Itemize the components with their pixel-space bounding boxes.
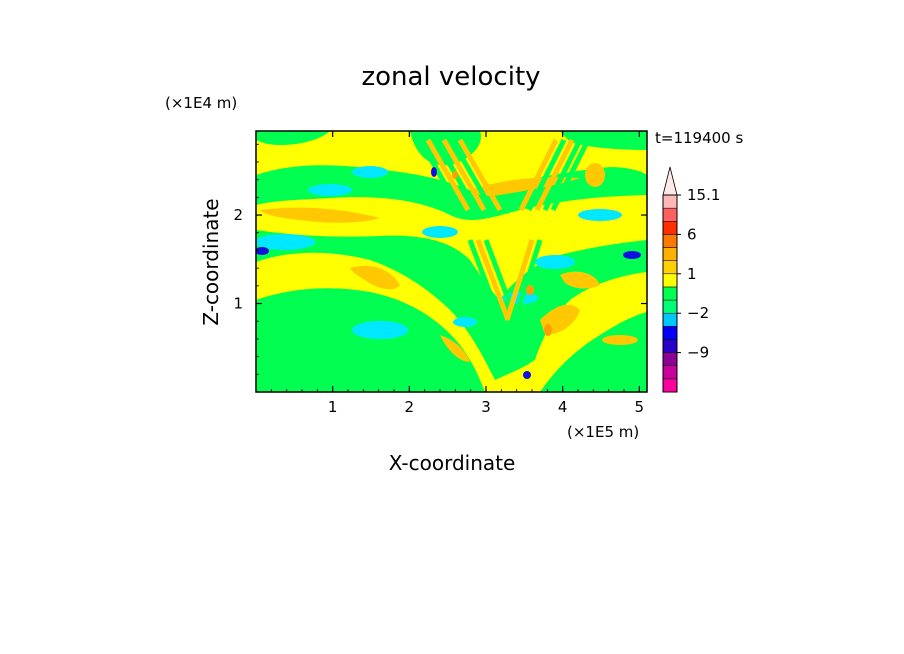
x-unit-label: (×1E5 m) <box>567 423 639 441</box>
x-tick-label: 1 <box>328 398 338 416</box>
colorbar-label: −9 <box>687 344 709 362</box>
x-tick-label: 2 <box>405 398 415 416</box>
field-region-orange <box>350 265 400 290</box>
colorbar-frame <box>662 194 678 393</box>
field-region-blue <box>623 251 641 259</box>
field-region-cyan <box>352 321 408 339</box>
colorbar-segment <box>662 378 678 393</box>
field-region-cyan <box>535 255 575 269</box>
plot-area <box>256 131 647 392</box>
field-region-cyan <box>453 317 477 327</box>
y-unit-label: (×1E4 m) <box>165 94 237 112</box>
colorbar-label: 6 <box>687 225 697 243</box>
y-axis-label: Z-coordinate <box>199 198 223 325</box>
x-tick-label: 5 <box>635 398 645 416</box>
colorbar-segment <box>662 260 678 275</box>
y-tick-label: 1 <box>233 295 243 313</box>
colorbar-extend-arrow <box>662 166 678 196</box>
field-region-green <box>256 131 330 145</box>
colorbar-segment <box>662 194 678 209</box>
colorbar-segment <box>662 312 678 327</box>
chart-title: zonal velocity <box>361 62 540 92</box>
field-region-orange <box>585 163 605 187</box>
field-region-dark-orange <box>544 324 552 336</box>
field-region-cyan <box>256 234 315 250</box>
colorbar-segment <box>662 207 678 222</box>
colorbar-segment <box>662 299 678 314</box>
field-region-cyan <box>578 209 622 221</box>
x-axis: 1 2 3 4 5 <box>270 131 645 416</box>
colorbar-segment <box>662 339 678 353</box>
colorbar-segment <box>662 286 678 301</box>
field-region-orange <box>602 335 638 345</box>
field-region-orange <box>440 335 470 362</box>
time-label: t=119400 s <box>655 129 743 147</box>
field-region-orange <box>560 271 600 289</box>
field-region-blue <box>523 371 531 379</box>
field-region-blue <box>256 247 269 255</box>
colorbar-segment <box>662 247 678 261</box>
colorbar-segment <box>662 273 678 288</box>
field-region-cyan <box>352 166 388 178</box>
field-region-cyan <box>422 226 458 238</box>
plot-frame <box>255 130 648 393</box>
colorbar-label: 15.1 <box>687 186 720 204</box>
field-region-dark-orange <box>526 285 534 295</box>
y-tick-label: 2 <box>233 206 243 224</box>
x-tick-label: 4 <box>558 398 568 416</box>
colorbar-segment <box>662 234 678 248</box>
colorbar-segment <box>662 352 678 366</box>
y-axis: 12 <box>233 143 647 375</box>
colorbar-segment <box>662 365 678 380</box>
field-region-orange <box>260 207 380 223</box>
colorbar: 15.1 6 1 −2 −9 <box>662 166 720 393</box>
x-tick-label: 3 <box>481 398 491 416</box>
field-region-cyan <box>308 184 352 196</box>
x-axis-label: X-coordinate <box>389 451 516 475</box>
colorbar-label: 1 <box>687 265 697 283</box>
field-region-green <box>560 131 647 150</box>
colorbar-segment <box>662 221 678 235</box>
field-region-green <box>540 312 647 392</box>
field-region-green <box>256 288 485 392</box>
colorbar-segment <box>662 326 678 340</box>
colorbar-label: −2 <box>687 304 709 322</box>
field-region-blue <box>431 167 437 177</box>
field-region-dark-orange <box>452 171 458 179</box>
